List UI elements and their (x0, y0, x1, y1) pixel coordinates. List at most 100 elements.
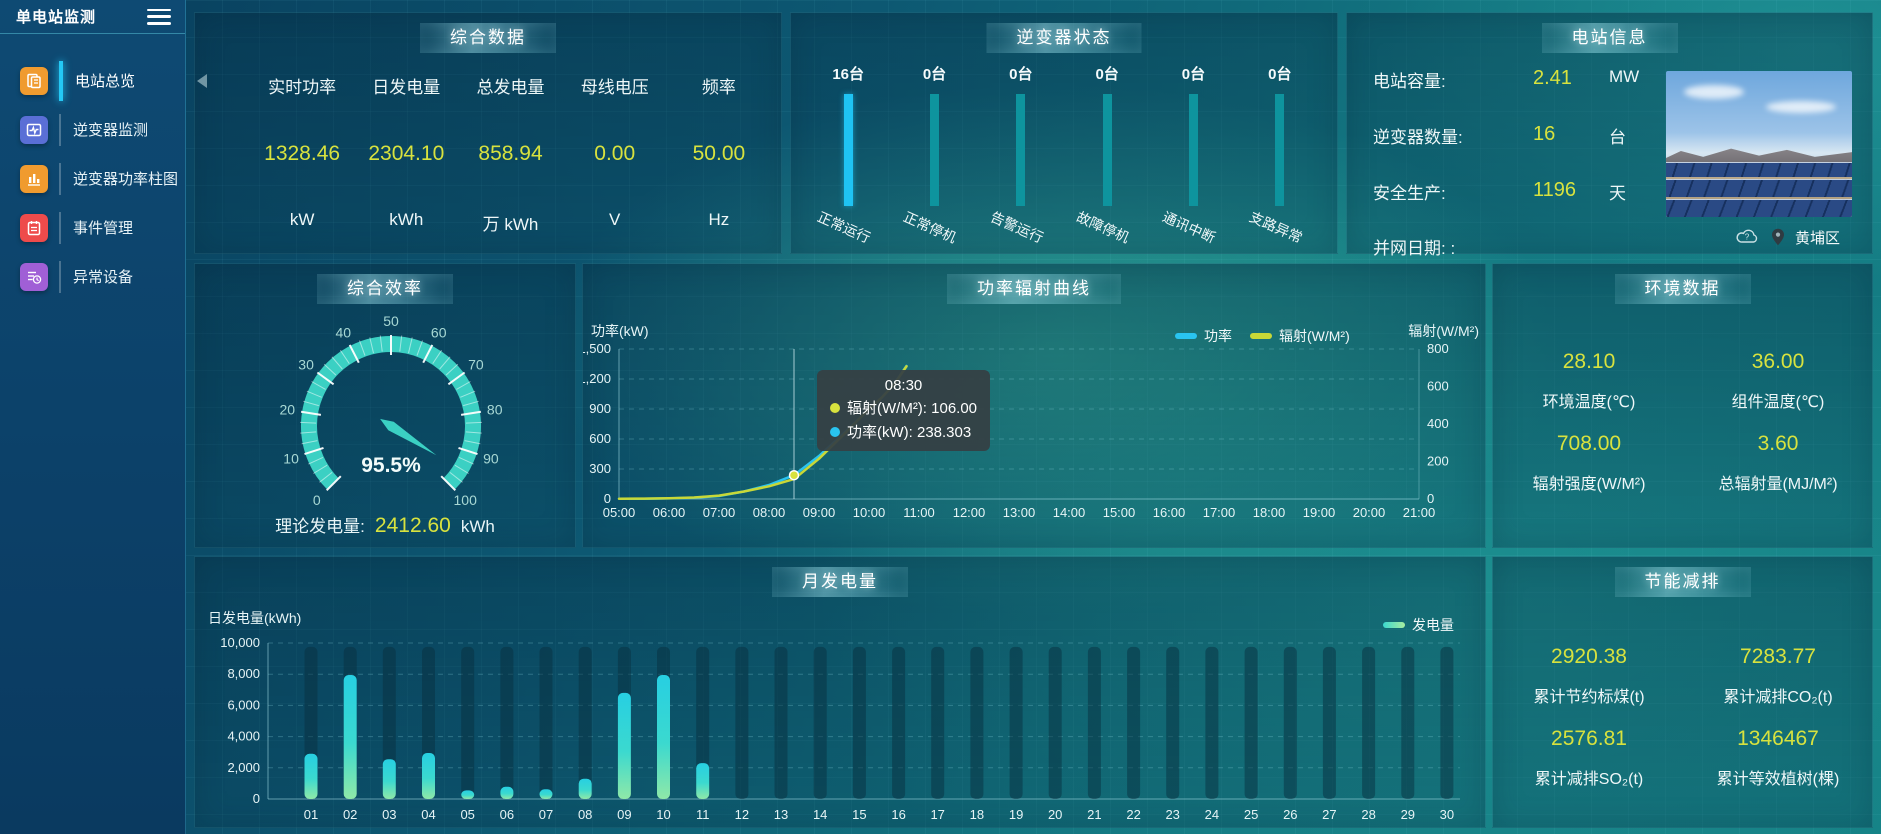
svg-text:30: 30 (298, 356, 314, 372)
metric-value: 7283.77 (1740, 645, 1816, 668)
station-location-name: 黄埔区 (1795, 229, 1841, 247)
metric-label: 日发电量 (372, 78, 441, 97)
legend-label: 辐射(W/M²) (1279, 328, 1350, 344)
inverter-status-bar (1275, 94, 1285, 206)
bar-chart-legend[interactable]: 发电量 (1383, 615, 1454, 635)
svg-text:60: 60 (431, 324, 447, 340)
legend-item[interactable]: 发电量 (1383, 615, 1454, 635)
station-photo (1666, 71, 1852, 217)
sidebar-item-2[interactable]: 逆变器监测 (0, 105, 185, 154)
svg-text:21:00: 21:00 (1403, 505, 1436, 520)
inverter-status-label: 正常停机 (901, 208, 960, 246)
metric-value: 2304.10 (368, 142, 445, 165)
svg-text:19:00: 19:00 (1303, 505, 1336, 520)
metric-unit: 万 kWh (482, 215, 539, 234)
svg-text:22: 22 (1126, 807, 1140, 822)
panel-inverter-status: 逆变器状态 16台 正常运行 0台 正常停机 0台 告警运行 0台 故障停机 0台 通讯中断 0台支… (790, 12, 1338, 254)
svg-text:600: 600 (589, 431, 611, 446)
sidebar-menu: 电站总览逆变器监测逆变器功率柱图事件管理异常设备 (0, 56, 185, 301)
metric-label: 环境温度(℃) (1542, 394, 1636, 411)
metric-unit: kWh (389, 210, 424, 229)
svg-text:20: 20 (1048, 807, 1062, 822)
location-pin-icon[interactable] (1771, 228, 1785, 246)
environment-panel-title: 环境数据 (1614, 274, 1751, 304)
svg-text:90: 90 (483, 450, 499, 466)
overview-metric: 母线电压 0.00 V (563, 13, 667, 253)
panel-environment: 环境数据 28.10 环境温度(℃) 36.00 组件温度(℃) 708.00 辐射强度(… (1492, 263, 1873, 548)
svg-text:辐射(W/M²): 辐射(W/M²) (1408, 323, 1479, 339)
svg-text:50: 50 (383, 313, 399, 329)
metric-cell: 708.00 辐射强度(W/M²) (1501, 432, 1677, 494)
station-info-label: 逆变器数量: (1373, 128, 1463, 147)
sidebar-header: 单电站监测 (0, 0, 185, 34)
svg-text:400: 400 (1427, 416, 1449, 431)
station-info-row: 逆变器数量: 16 台 (1347, 123, 1667, 147)
station-info-label: 电站容量: (1373, 72, 1446, 91)
panel-station-info: 电站信息 电站容量: 2.41 MW 逆变器数量: 16 台安全生产: 1196 天并网日期:… (1346, 12, 1873, 258)
menu-toggle-icon[interactable] (147, 8, 171, 25)
svg-text:07:00: 07:00 (703, 505, 736, 520)
legend-label: 功率 (1204, 328, 1232, 344)
svg-text:10,000: 10,000 (220, 635, 260, 650)
generation-legend-label: 发电量 (1412, 617, 1454, 633)
inverter-power-bars-icon (20, 164, 48, 193)
svg-text:10: 10 (283, 450, 299, 466)
weather-cloud-icon[interactable]: ? (1735, 228, 1761, 246)
metric-value: 28.10 (1562, 350, 1616, 373)
station-info-panel-title: 电站信息 (1541, 23, 1678, 53)
metric-value: 858.94 (478, 142, 543, 165)
power-radiation-panel-title: 功率辐射曲线 (947, 274, 1121, 304)
legend-item[interactable]: 功率 (1175, 326, 1232, 346)
inverter-status-label: 故障停机 (1074, 208, 1132, 246)
legend-item[interactable]: 辐射(W/M²) (1250, 326, 1350, 346)
inverter-status-item: 0台正常停机 (891, 13, 977, 253)
svg-text:02: 02 (343, 807, 357, 822)
inverter-status-item: 0台 告警运行 (978, 13, 1064, 253)
svg-text:8,000: 8,000 (227, 666, 260, 681)
station-info-unit: 天 (1609, 184, 1626, 203)
svg-text:11:00: 11:00 (903, 505, 935, 520)
monthly-generation-chart[interactable]: 0 2,000 4,000 6,000 8,000 10,000 日发电量(kWh) 01 02… (195, 557, 1487, 829)
efficiency-gauge[interactable]: 0 10 20 30 40 50 60 70 80 90 100 95.5% (195, 264, 577, 549)
inverter-count: 0台 (922, 66, 947, 83)
metric-label: 实时功率 (268, 78, 337, 97)
metric-value: 50.00 (692, 142, 746, 165)
station-info-unit: MW (1609, 67, 1640, 86)
sidebar-item-3[interactable]: 逆变器功率柱图 (0, 154, 185, 203)
tooltip-row: 功率(kW): 238.303 (830, 421, 977, 442)
station-info-value: 2.41 (1533, 67, 1572, 89)
tooltip-series-dot (830, 426, 840, 437)
sidebar-item-label: 逆变器监测 (73, 122, 149, 139)
station-location: ? 黄埔区 (1735, 226, 1840, 248)
energy-saving-panel-title: 节能减排 (1614, 567, 1751, 597)
inverter-status-bar (1188, 94, 1198, 206)
inverter-status-item: 0台 故障停机 (1064, 13, 1150, 253)
inverter-status-item: 0台 支路异常 (1237, 13, 1323, 253)
line-chart-legend[interactable]: 功率 辐射(W/M²) (1175, 326, 1350, 346)
metric-label: 累计节约标煤(t) (1533, 689, 1645, 706)
inverter-count: 0台 (1181, 66, 1206, 83)
collapse-sidebar-icon[interactable] (197, 74, 207, 88)
sidebar-item-1[interactable]: 电站总览 (0, 56, 185, 105)
legend-swatch (1175, 333, 1197, 339)
sidebar-item-label: 事件管理 (73, 220, 134, 237)
menu-divider (59, 113, 61, 146)
metric-label: 累计减排SO₂(t) (1534, 771, 1644, 788)
sidebar-item-4[interactable]: 事件管理 (0, 203, 185, 252)
svg-text:800: 800 (1427, 341, 1449, 356)
metric-value: 2576.81 (1551, 727, 1627, 750)
power-radiation-chart[interactable]: 0 300 600 900 1,200 1,500 0 200 400 600 800 功率(kW) 辐… (583, 264, 1487, 549)
metric-label: 频率 (701, 78, 736, 97)
overview-metrics: 实时功率 1328.46 kW 日发电量 2304.10 kWh 总发电量 858.94 万 k… (195, 13, 781, 253)
menu-divider (59, 211, 61, 244)
svg-text:11: 11 (696, 807, 710, 822)
svg-text:200: 200 (1427, 454, 1449, 469)
sidebar-item-5[interactable]: 异常设备 (0, 252, 185, 301)
svg-text:?: ? (1745, 233, 1750, 242)
event-management-icon (20, 213, 48, 242)
overview-metric: 日发电量 2304.10 kWh (354, 13, 458, 253)
station-info-row: 电站容量: 2.41 MW (1347, 67, 1667, 91)
svg-text:05:00: 05:00 (603, 505, 636, 520)
overview-panel-title: 综合数据 (420, 23, 556, 53)
svg-text:70: 70 (468, 356, 484, 372)
